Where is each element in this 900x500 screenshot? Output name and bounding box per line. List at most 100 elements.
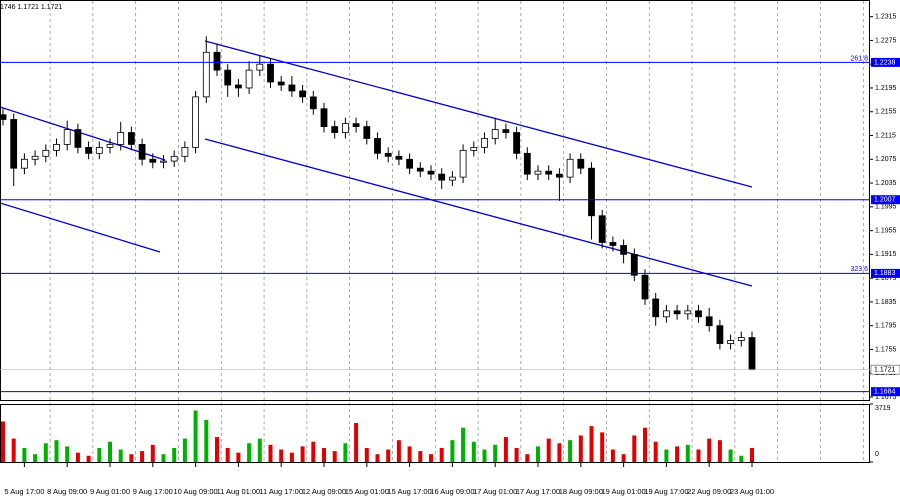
volume-bar (43, 443, 48, 462)
candle-body (341, 123, 349, 133)
candle-body (277, 81, 285, 86)
candle-body (448, 176, 456, 181)
x-tick-label: 18 Aug 09:00 (559, 487, 603, 496)
candle-body (459, 149, 467, 178)
candle-body (609, 242, 617, 246)
candle-body (737, 337, 745, 341)
volume-bar (364, 447, 369, 462)
x-tick-label: 17 Aug 01:00 (473, 487, 517, 496)
candle-body (534, 170, 542, 175)
volume-bar (300, 446, 305, 462)
candle-body (491, 129, 499, 139)
volume-bar (514, 447, 519, 462)
y-tick-label: 1.1995 (875, 204, 897, 211)
volume-bar (204, 419, 209, 462)
y-tick-label: 1.1675 (875, 394, 897, 401)
volume-bar (193, 410, 198, 462)
volume-bar (129, 454, 134, 462)
channel-line (204, 40, 753, 188)
volume-bar (225, 447, 230, 462)
volume-bar (610, 449, 615, 462)
candle-body (513, 132, 520, 154)
y-tick-label: 1.2035 (875, 180, 897, 187)
candle-body (374, 138, 381, 154)
volume-bar (268, 444, 273, 462)
channel-line (204, 138, 753, 287)
volume-bar (418, 451, 423, 462)
volume-bar (546, 438, 551, 462)
fibo-label: 323.6 (850, 266, 868, 273)
volume-bar (375, 454, 380, 462)
volume-bar (75, 452, 80, 462)
grid (49, 1, 864, 462)
level-label: 1.2238 (874, 59, 896, 66)
candle-body (181, 146, 189, 157)
candle-body (299, 90, 307, 98)
channel-line (0, 106, 166, 161)
volume-bar (215, 437, 219, 462)
candle-body (31, 155, 39, 160)
channels (0, 40, 753, 287)
candle-body (288, 84, 296, 92)
volume-bar (236, 452, 241, 462)
candle-body (138, 144, 146, 160)
x-tick-label: 11 Aug 01:00 (217, 487, 261, 496)
candle-body (42, 149, 50, 157)
volume-bar (172, 447, 177, 462)
volume-bar (632, 435, 637, 462)
volume-bar (33, 454, 38, 462)
candle-body (620, 245, 627, 255)
x-tick-label: 15 Aug 17:00 (387, 487, 431, 496)
candle-body (0, 114, 7, 120)
volume-bar (289, 452, 294, 462)
candle-body (652, 298, 660, 318)
candle-body (127, 132, 135, 145)
candle-body (245, 69, 253, 89)
volume-bar (108, 441, 112, 462)
y-tick-label: 1.1915 (875, 251, 897, 258)
level-box (871, 387, 900, 397)
candle-body (95, 146, 103, 154)
volume-bar (728, 449, 733, 462)
candle-body (74, 129, 82, 148)
candle-body (427, 170, 435, 175)
x-tick-label: 17 Aug 17:00 (516, 487, 560, 496)
candle-body (224, 69, 232, 86)
candle-body (309, 96, 317, 110)
candle-body (545, 170, 553, 175)
header: 1746 1.1721 1.1721 (0, 4, 62, 11)
candle-body (502, 129, 510, 133)
candle-body (53, 144, 60, 151)
y-tick-label: 1.2115 (875, 132, 896, 139)
candle-body (695, 310, 702, 318)
volume-bar (675, 446, 680, 462)
volume-bar (118, 449, 123, 462)
volume-bar (407, 446, 412, 462)
volume-bar (739, 455, 744, 462)
y-tick-label: 1.2155 (875, 109, 897, 116)
volume-bar (696, 449, 701, 462)
volume-bar (140, 451, 145, 462)
volume-bar (643, 427, 647, 462)
volume-bar (717, 440, 722, 462)
last-price-box (870, 364, 900, 375)
candle-body (234, 84, 242, 89)
candle-body (352, 123, 360, 127)
volume-bar (429, 454, 433, 462)
volume-bar (750, 447, 754, 462)
candle-body (320, 108, 328, 127)
x-tick-label: 15 Aug 01:00 (345, 487, 389, 496)
volume-bar (493, 444, 498, 462)
volume-bar (22, 447, 27, 462)
last-price-label: 1.1721 (874, 367, 896, 374)
y-tick-label: 1.1955 (875, 227, 897, 234)
candle-body (577, 158, 585, 169)
candle-body (63, 129, 71, 145)
volume-bar (600, 432, 605, 462)
x-tick-label: 11 Aug 17:00 (259, 487, 303, 496)
candle-body (481, 138, 488, 148)
candle-body (384, 152, 392, 157)
candle-body (438, 173, 446, 181)
